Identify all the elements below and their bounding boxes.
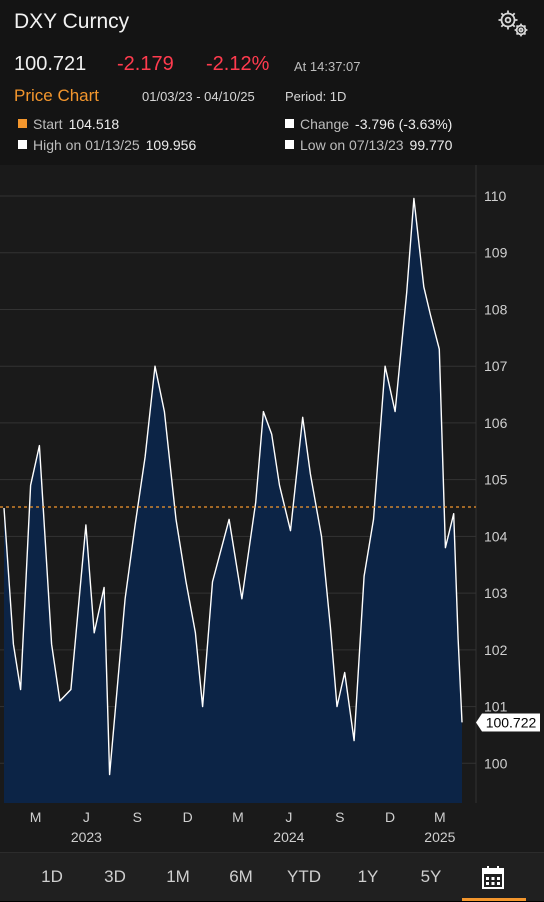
tab-1d[interactable]: 1D xyxy=(41,867,63,886)
last-price: 100.721 xyxy=(14,53,87,75)
change-marker-icon xyxy=(285,119,294,128)
x-year-label: 2024 xyxy=(273,829,304,845)
tab-1y[interactable]: 1Y xyxy=(357,867,379,886)
calendar-icon[interactable] xyxy=(470,861,516,897)
last-value-badge xyxy=(476,713,540,732)
x-year-label: 2023 xyxy=(71,829,102,845)
tab-6m[interactable]: 6M xyxy=(229,867,253,886)
y-tick-label: 105 xyxy=(484,472,508,488)
x-tick-label: M xyxy=(30,809,42,825)
period-tabs: 1D 3D 1M 6M YTD 1Y 5Y xyxy=(0,852,544,901)
percent-change: -2.12% xyxy=(206,53,270,75)
y-tick-label: 102 xyxy=(484,642,508,658)
x-tick-label: S xyxy=(133,809,142,825)
change-label: Change xyxy=(300,116,350,132)
net-change: -2.179 xyxy=(117,53,174,75)
price-area xyxy=(4,198,462,803)
tab-5y[interactable]: 5Y xyxy=(420,867,442,886)
settings-gears-icon[interactable] xyxy=(494,6,532,40)
x-tick-label: D xyxy=(183,809,193,825)
y-axis: 100 101 102 103 104 105 106 107 108 109 110 xyxy=(484,188,508,771)
ticker-title: DXY Curncy xyxy=(14,10,130,33)
period-label: Period: 1D xyxy=(285,89,347,104)
high-marker-icon xyxy=(18,140,27,149)
y-tick-label: 103 xyxy=(484,585,508,601)
y-tick-label: 110 xyxy=(484,188,507,204)
tab-ytd[interactable]: YTD xyxy=(287,867,321,886)
x-tick-label: M xyxy=(434,809,446,825)
last-value-text: 100.722 xyxy=(486,714,537,730)
y-tick-label: 107 xyxy=(484,358,508,374)
x-tick-label: S xyxy=(335,809,344,825)
start-marker-icon xyxy=(18,119,27,128)
x-tick-label: J xyxy=(285,809,292,825)
stat-start: Start 104.518 xyxy=(18,116,119,132)
y-tick-label: 109 xyxy=(484,245,508,261)
quote-timestamp: At 14:37:07 xyxy=(294,59,361,74)
y-tick-label: 108 xyxy=(484,301,508,317)
price-chart-label[interactable]: Price Chart xyxy=(14,86,100,105)
x-tick-label: M xyxy=(232,809,244,825)
tab-3d[interactable]: 3D xyxy=(104,867,126,886)
x-axis: M J S D M J S D M 2023 2024 2025 xyxy=(30,809,456,845)
y-tick-label: 104 xyxy=(484,528,508,544)
last-value-tag: 100.722 xyxy=(476,713,540,732)
x-tick-label: J xyxy=(83,809,90,825)
start-label: Start xyxy=(33,116,63,132)
stat-low: Low on 07/13/23 99.770 xyxy=(285,137,452,153)
high-value: 109.956 xyxy=(145,137,197,153)
y-tick-label: 106 xyxy=(484,415,508,431)
low-label: Low on 07/13/23 xyxy=(300,137,404,153)
price-line xyxy=(3,197,463,776)
high-label: High on 01/13/25 xyxy=(33,137,140,153)
stat-high: High on 01/13/25 109.956 xyxy=(18,137,196,153)
low-marker-icon xyxy=(285,140,294,149)
date-range: 01/03/23 - 04/10/25 xyxy=(142,89,255,104)
price-chart-svg[interactable]: 100 101 102 103 104 105 106 107 108 109 110 M J S D M J… xyxy=(0,165,544,852)
low-value: 99.770 xyxy=(409,137,453,153)
quote-header: DXY Curncy 100.721 -2.179 -2.12% At 14:3… xyxy=(0,0,544,165)
x-year-label: 2025 xyxy=(424,829,455,845)
y-tick-label: 100 xyxy=(484,755,508,771)
x-tick-label: D xyxy=(385,809,395,825)
change-value: -3.796 (-3.63%) xyxy=(355,116,453,132)
price-chart[interactable]: 100 101 102 103 104 105 106 107 108 109 110 M J S D M J… xyxy=(0,165,544,852)
y-tick-label: 101 xyxy=(484,699,508,715)
tab-1m[interactable]: 1M xyxy=(166,867,190,886)
stat-change: Change -3.796 (-3.63%) xyxy=(285,116,452,132)
start-value: 104.518 xyxy=(68,116,120,132)
